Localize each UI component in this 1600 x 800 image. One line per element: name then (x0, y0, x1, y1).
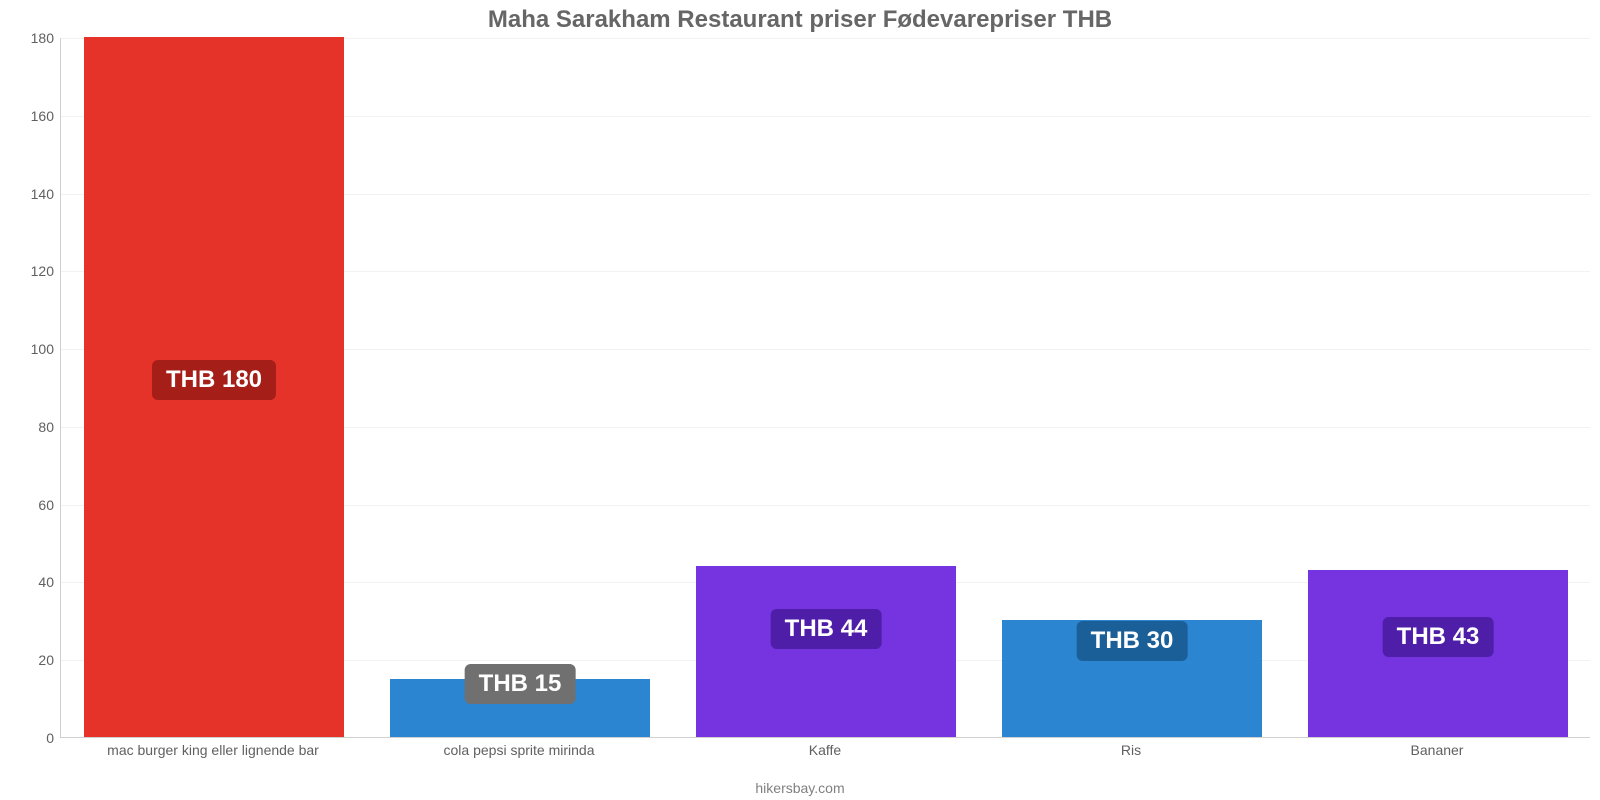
y-axis-tick: 60 (14, 497, 54, 513)
y-axis-tick: 180 (14, 30, 54, 46)
y-axis-tick: 140 (14, 186, 54, 202)
plot-area: THB 180 THB 15 THB 44 THB 30 THB 43 (60, 38, 1590, 738)
source-label: hikersbay.com (0, 780, 1600, 796)
x-axis-tick: cola pepsi sprite mirinda (444, 742, 595, 758)
bar-chart-container: Maha Sarakham Restaurant priser Fødevare… (0, 0, 1600, 800)
value-badge: THB 180 (152, 360, 276, 400)
x-axis-tick: Bananer (1411, 742, 1464, 758)
y-axis-tick: 160 (14, 108, 54, 124)
value-badge: THB 15 (465, 664, 576, 704)
x-axis-tick: Kaffe (809, 742, 841, 758)
chart-title: Maha Sarakham Restaurant priser Fødevare… (0, 6, 1600, 34)
y-axis-tick: 20 (14, 652, 54, 668)
bar (696, 566, 956, 737)
x-axis-tick: mac burger king eller lignende bar (107, 742, 319, 758)
value-badge: THB 44 (771, 609, 882, 649)
y-axis-tick: 100 (14, 341, 54, 357)
y-axis-tick: 80 (14, 419, 54, 435)
value-badge: THB 43 (1383, 617, 1494, 657)
x-axis-tick: Ris (1121, 742, 1141, 758)
value-badge: THB 30 (1077, 621, 1188, 661)
y-axis-tick: 120 (14, 263, 54, 279)
y-axis-tick: 0 (14, 730, 54, 746)
y-axis-tick: 40 (14, 574, 54, 590)
